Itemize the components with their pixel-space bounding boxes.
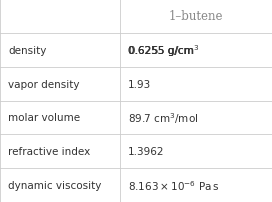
Text: 1–butene: 1–butene: [169, 10, 223, 23]
Text: $8.163\times10^{-6}$ Pa s: $8.163\times10^{-6}$ Pa s: [128, 178, 220, 192]
Text: density: density: [8, 45, 46, 56]
Text: 89.7 cm$^{3}$/mol: 89.7 cm$^{3}$/mol: [128, 110, 198, 125]
Text: 1.93: 1.93: [128, 79, 151, 89]
Text: 1.3962: 1.3962: [128, 146, 164, 157]
Text: dynamic viscosity: dynamic viscosity: [8, 180, 101, 190]
Text: molar volume: molar volume: [8, 113, 80, 123]
Text: vapor density: vapor density: [8, 79, 79, 89]
Text: 0.6255 g/cm$^{3}$: 0.6255 g/cm$^{3}$: [128, 43, 199, 58]
Text: refractive index: refractive index: [8, 146, 90, 157]
Text: 0.6255 g/cm: 0.6255 g/cm: [128, 45, 193, 56]
Text: 0.6255 g/cm: 0.6255 g/cm: [128, 45, 193, 56]
